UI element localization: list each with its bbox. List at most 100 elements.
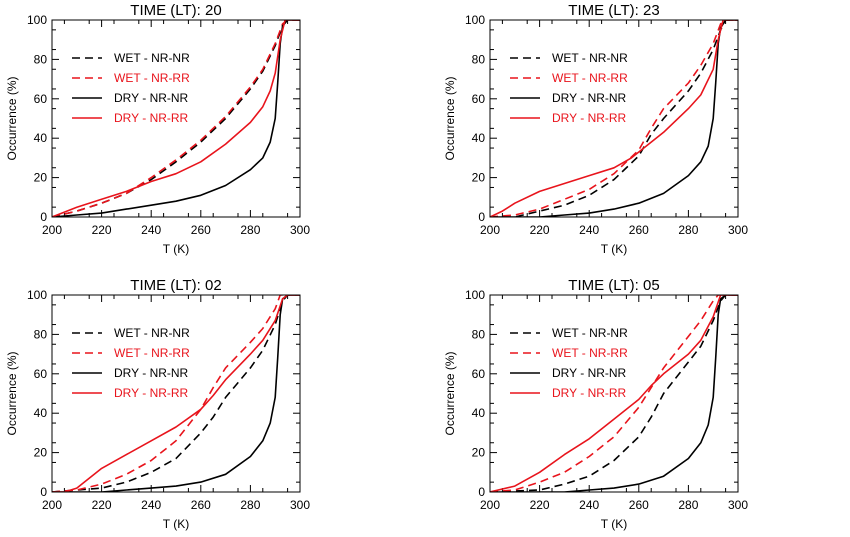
y-tick-label: 0 xyxy=(478,210,485,224)
y-tick-label: 20 xyxy=(34,446,48,460)
x-axis-label: T (K) xyxy=(601,517,627,531)
legend: WET - NR-NR WET - NR-RR DRY - NR-NR DRY - N… xyxy=(510,326,628,400)
y-tick-label: 20 xyxy=(34,171,48,185)
series-line-1 xyxy=(490,20,738,217)
x-tick-label: 220 xyxy=(92,498,112,512)
x-tick-label: 200 xyxy=(480,498,500,512)
plot-frame xyxy=(51,19,301,218)
x-tick-label: 280 xyxy=(240,498,260,512)
legend-label: WET - NR-RR xyxy=(114,346,190,360)
legend-label: WET - NR-NR xyxy=(552,51,628,65)
x-axis-label: T (K) xyxy=(163,517,189,531)
y-tick-label: 80 xyxy=(472,52,486,66)
x-tick-label: 200 xyxy=(42,498,62,512)
x-tick-label: 220 xyxy=(530,498,550,512)
x-tick-label: 240 xyxy=(579,223,599,237)
x-tick-label: 220 xyxy=(92,223,112,237)
y-tick-label: 60 xyxy=(472,92,486,106)
x-tick-label: 240 xyxy=(579,498,599,512)
x-tick-label: 200 xyxy=(480,223,500,237)
y-tick-label: 80 xyxy=(34,52,48,66)
y-tick-label: 40 xyxy=(472,406,486,420)
x-axis-label: T (K) xyxy=(601,242,627,256)
x-tick-label: 300 xyxy=(728,223,748,237)
x-tick-label: 260 xyxy=(191,498,211,512)
chart-title: TIME (LT): 05 xyxy=(568,277,659,294)
plot-frame xyxy=(489,19,739,218)
y-tick-label: 40 xyxy=(472,131,486,145)
x-tick-label: 240 xyxy=(141,498,161,512)
legend-label: WET - NR-NR xyxy=(114,51,190,65)
series-group xyxy=(490,20,738,217)
y-tick-label: 60 xyxy=(34,367,48,381)
chart-title: TIME (LT): 02 xyxy=(130,277,221,294)
x-tick-label: 280 xyxy=(240,223,260,237)
x-tick-label: 280 xyxy=(678,498,698,512)
legend-label: DRY - NR-RR xyxy=(552,386,627,400)
legend-label: WET - NR-NR xyxy=(552,326,628,340)
x-tick-label: 200 xyxy=(42,223,62,237)
y-tick-label: 40 xyxy=(34,406,48,420)
series-group xyxy=(52,295,300,492)
x-tick-label: 300 xyxy=(290,223,310,237)
series-line-2 xyxy=(490,295,738,492)
y-tick-label: 100 xyxy=(465,288,485,302)
series-line-1 xyxy=(52,295,300,492)
series-group xyxy=(52,20,300,217)
y-tick-label: 20 xyxy=(472,446,486,460)
series-group xyxy=(490,295,738,492)
chart-title: TIME (LT): 23 xyxy=(568,2,659,19)
legend-label: DRY - NR-NR xyxy=(552,366,627,380)
y-axis-label: Occurrence (%) xyxy=(5,76,19,160)
y-tick-label: 40 xyxy=(34,131,48,145)
series-line-2 xyxy=(52,20,300,217)
y-tick-label: 100 xyxy=(27,288,47,302)
plot-frame xyxy=(51,294,301,493)
legend: WET - NR-NR WET - NR-RR DRY - NR-NR DRY - N… xyxy=(510,51,628,125)
legend: WET - NR-NR WET - NR-RR DRY - NR-NR DRY - N… xyxy=(72,51,190,125)
x-tick-label: 300 xyxy=(290,498,310,512)
series-line-4 xyxy=(490,20,738,217)
y-axis-label: Occurrence (%) xyxy=(443,76,457,160)
legend-label: DRY - NR-RR xyxy=(114,386,189,400)
y-tick-label: 100 xyxy=(465,13,485,27)
series-line-2 xyxy=(52,295,300,492)
y-tick-label: 0 xyxy=(478,485,485,499)
series-line-1 xyxy=(490,295,738,492)
series-line-4 xyxy=(52,20,300,217)
x-tick-label: 260 xyxy=(191,223,211,237)
legend: WET - NR-NR WET - NR-RR DRY - NR-NR DRY - N… xyxy=(72,326,190,400)
y-tick-label: 20 xyxy=(472,171,486,185)
y-tick-label: 60 xyxy=(34,92,48,106)
x-tick-label: 260 xyxy=(629,498,649,512)
x-tick-label: 300 xyxy=(728,498,748,512)
series-line-3 xyxy=(490,295,738,492)
series-line-3 xyxy=(52,295,300,492)
legend-label: DRY - NR-NR xyxy=(552,91,627,105)
legend-label: DRY - NR-NR xyxy=(114,91,189,105)
legend-label: DRY - NR-NR xyxy=(114,366,189,380)
x-axis-label: T (K) xyxy=(163,242,189,256)
legend-label: DRY - NR-RR xyxy=(552,111,627,125)
series-line-4 xyxy=(52,295,300,492)
legend-label: DRY - NR-RR xyxy=(114,111,189,125)
y-axis-label: Occurrence (%) xyxy=(5,351,19,435)
series-line-2 xyxy=(490,20,738,217)
x-tick-label: 240 xyxy=(141,223,161,237)
y-axis-label: Occurrence (%) xyxy=(443,351,457,435)
x-tick-label: 260 xyxy=(629,223,649,237)
legend-label: WET - NR-RR xyxy=(552,71,628,85)
y-tick-label: 100 xyxy=(27,13,47,27)
y-tick-label: 60 xyxy=(472,367,486,381)
y-tick-label: 0 xyxy=(40,210,47,224)
y-tick-label: 80 xyxy=(34,327,48,341)
y-tick-label: 0 xyxy=(40,485,47,499)
y-tick-label: 80 xyxy=(472,327,486,341)
legend-label: WET - NR-NR xyxy=(114,326,190,340)
